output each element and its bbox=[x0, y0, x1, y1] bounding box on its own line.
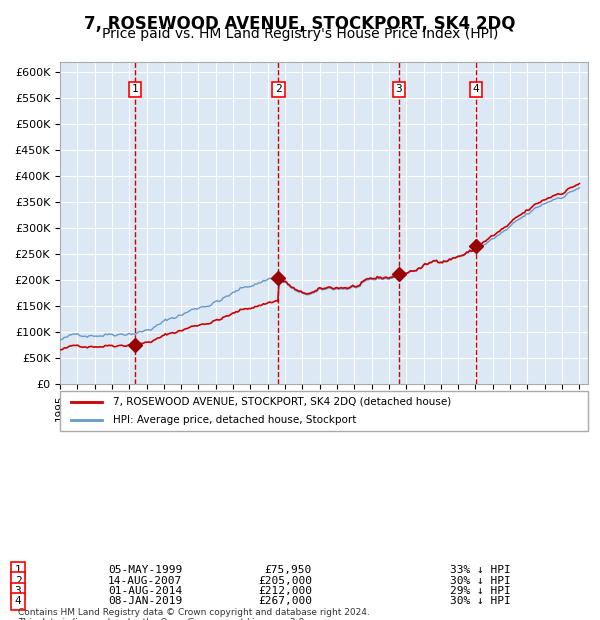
Text: HPI: Average price, detached house, Stockport: HPI: Average price, detached house, Stoc… bbox=[113, 415, 356, 425]
FancyBboxPatch shape bbox=[60, 391, 588, 431]
Text: 3: 3 bbox=[395, 84, 403, 94]
Text: 33% ↓ HPI: 33% ↓ HPI bbox=[450, 565, 511, 575]
Text: 1: 1 bbox=[14, 565, 22, 575]
Text: Contains HM Land Registry data © Crown copyright and database right 2024.
This d: Contains HM Land Registry data © Crown c… bbox=[18, 608, 370, 620]
Text: 1: 1 bbox=[132, 84, 139, 94]
Text: 29% ↓ HPI: 29% ↓ HPI bbox=[450, 586, 511, 596]
Text: 7, ROSEWOOD AVENUE, STOCKPORT, SK4 2DQ (detached house): 7, ROSEWOOD AVENUE, STOCKPORT, SK4 2DQ (… bbox=[113, 397, 451, 407]
Text: 2: 2 bbox=[275, 84, 282, 94]
Text: £267,000: £267,000 bbox=[258, 596, 312, 606]
Text: 4: 4 bbox=[472, 84, 479, 94]
Text: 3: 3 bbox=[14, 586, 22, 596]
Text: 01-AUG-2014: 01-AUG-2014 bbox=[108, 586, 182, 596]
Text: 14-AUG-2007: 14-AUG-2007 bbox=[108, 575, 182, 585]
Text: 30% ↓ HPI: 30% ↓ HPI bbox=[450, 575, 511, 585]
Text: Price paid vs. HM Land Registry's House Price Index (HPI): Price paid vs. HM Land Registry's House … bbox=[102, 27, 498, 41]
Text: 30% ↓ HPI: 30% ↓ HPI bbox=[450, 596, 511, 606]
Text: 05-MAY-1999: 05-MAY-1999 bbox=[108, 565, 182, 575]
Text: 4: 4 bbox=[14, 596, 22, 606]
Text: 7, ROSEWOOD AVENUE, STOCKPORT, SK4 2DQ: 7, ROSEWOOD AVENUE, STOCKPORT, SK4 2DQ bbox=[84, 16, 516, 33]
Text: £212,000: £212,000 bbox=[258, 586, 312, 596]
Text: £205,000: £205,000 bbox=[258, 575, 312, 585]
Text: £75,950: £75,950 bbox=[265, 565, 312, 575]
Text: 2: 2 bbox=[14, 575, 22, 585]
Text: 08-JAN-2019: 08-JAN-2019 bbox=[108, 596, 182, 606]
